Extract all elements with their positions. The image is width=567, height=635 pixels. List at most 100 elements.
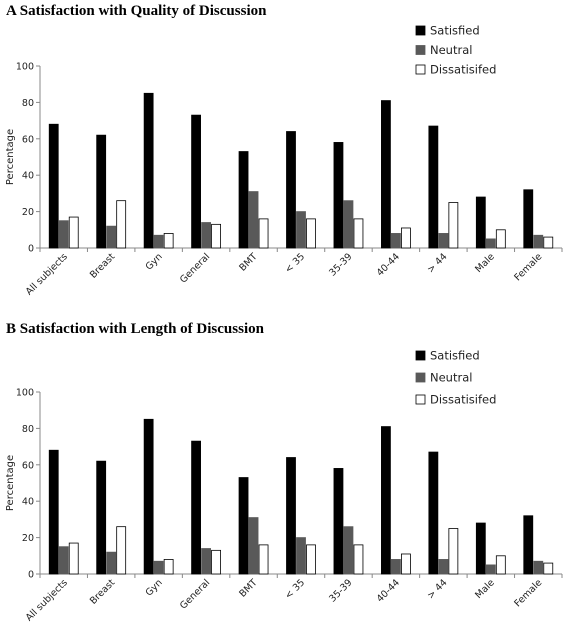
legend-label: Satisfied bbox=[430, 349, 480, 363]
bar bbox=[428, 125, 439, 249]
bar bbox=[353, 218, 364, 249]
bar bbox=[495, 555, 506, 575]
bar bbox=[438, 559, 449, 575]
y-tick-label: 100 bbox=[16, 388, 34, 399]
bar bbox=[381, 426, 391, 575]
bar bbox=[543, 236, 554, 249]
bar bbox=[448, 528, 459, 575]
bar bbox=[401, 227, 411, 249]
bar bbox=[48, 449, 59, 575]
legend-label: Dissatisifed bbox=[430, 393, 496, 407]
category-label: 40-44 bbox=[375, 251, 402, 278]
legend-swatch bbox=[415, 45, 426, 55]
category-label: Gyn bbox=[144, 251, 165, 272]
bar bbox=[306, 544, 316, 575]
bar bbox=[296, 537, 306, 575]
bar bbox=[333, 468, 344, 575]
bar bbox=[495, 229, 506, 249]
category-label: BMT bbox=[237, 251, 259, 273]
y-tick-label: 60 bbox=[22, 460, 34, 471]
legend-swatch bbox=[415, 64, 426, 75]
y-axis-title: Percentage bbox=[5, 455, 16, 511]
chart-title: B Satisfaction with Length of Discussion bbox=[6, 321, 264, 337]
bar bbox=[485, 238, 496, 249]
y-tick-label: 20 bbox=[22, 207, 34, 218]
bar bbox=[523, 189, 534, 249]
bar bbox=[401, 553, 411, 575]
bar bbox=[96, 134, 107, 249]
y-tick-label: 0 bbox=[28, 570, 34, 581]
bar bbox=[533, 234, 544, 249]
bar bbox=[353, 544, 364, 575]
bar bbox=[333, 142, 344, 249]
bar bbox=[343, 526, 354, 575]
bar bbox=[191, 440, 201, 575]
category-label: 35-39 bbox=[327, 577, 354, 604]
bar bbox=[201, 222, 211, 249]
bar bbox=[163, 559, 174, 575]
bar bbox=[68, 216, 79, 249]
legend-label: Satisfied bbox=[430, 24, 480, 38]
legend-swatch bbox=[415, 372, 426, 383]
category-label: All subjects bbox=[24, 251, 70, 297]
category-label: 35-39 bbox=[327, 251, 354, 278]
chart-svg: 0 20 40 60 80 100 Percentage All subjects Breast… bbox=[5, 24, 563, 297]
category-label: General bbox=[178, 251, 212, 285]
y-tick-label: 80 bbox=[22, 424, 34, 435]
legend-swatch bbox=[415, 25, 426, 36]
y-tick-label: 40 bbox=[22, 497, 34, 508]
bar bbox=[238, 151, 249, 249]
bar bbox=[381, 100, 391, 249]
bar bbox=[296, 211, 306, 249]
bar bbox=[475, 522, 486, 575]
bar bbox=[533, 560, 544, 575]
chart-panel-b: B Satisfaction with Length of Discussion… bbox=[0, 318, 567, 635]
bar bbox=[438, 233, 449, 249]
bar bbox=[543, 562, 554, 575]
legend-swatch bbox=[415, 350, 426, 361]
category-label: Female bbox=[512, 251, 544, 283]
bar bbox=[258, 218, 269, 249]
category-label: All subjects bbox=[24, 577, 70, 623]
chart-panel-a: A Satisfaction with Quality of Discussio… bbox=[0, 0, 567, 317]
legend-label: Neutral bbox=[430, 43, 472, 57]
category-label: Gyn bbox=[144, 577, 165, 598]
bar bbox=[211, 549, 221, 575]
category-label: General bbox=[178, 577, 212, 611]
bar bbox=[343, 200, 354, 249]
legend-label: Neutral bbox=[430, 371, 472, 385]
y-tick-label: 0 bbox=[28, 244, 34, 255]
bar bbox=[448, 202, 459, 249]
y-axis-title: Percentage bbox=[5, 129, 16, 185]
bar bbox=[391, 559, 401, 575]
bar bbox=[258, 544, 269, 575]
y-tick-label: 20 bbox=[22, 533, 34, 544]
bar bbox=[391, 233, 401, 249]
bar bbox=[248, 191, 259, 249]
bar bbox=[153, 234, 164, 249]
bar bbox=[485, 564, 496, 575]
category-label: 40-44 bbox=[375, 577, 402, 604]
y-tick-label: 40 bbox=[22, 171, 34, 182]
bar bbox=[153, 560, 164, 575]
bar bbox=[116, 526, 127, 575]
legend-label: Dissatisifed bbox=[430, 63, 496, 77]
category-label: BMT bbox=[237, 577, 259, 599]
bar bbox=[48, 123, 59, 249]
bar bbox=[116, 200, 127, 249]
y-tick-label: 100 bbox=[16, 62, 34, 73]
bar bbox=[523, 515, 534, 575]
bar bbox=[238, 477, 249, 575]
y-tick-label: 80 bbox=[22, 98, 34, 109]
category-label: Breast bbox=[88, 577, 118, 607]
bar bbox=[286, 131, 296, 249]
category-label: Male bbox=[473, 577, 497, 601]
bar bbox=[58, 220, 69, 249]
bar bbox=[306, 218, 316, 249]
bar bbox=[475, 196, 486, 249]
bar bbox=[248, 517, 259, 575]
bar bbox=[106, 551, 117, 575]
chart-svg: 0 20 40 60 80 100 Percentage All subjects Breast… bbox=[5, 349, 563, 623]
category-label: < 35 bbox=[283, 577, 307, 601]
category-label: Breast bbox=[88, 251, 118, 281]
